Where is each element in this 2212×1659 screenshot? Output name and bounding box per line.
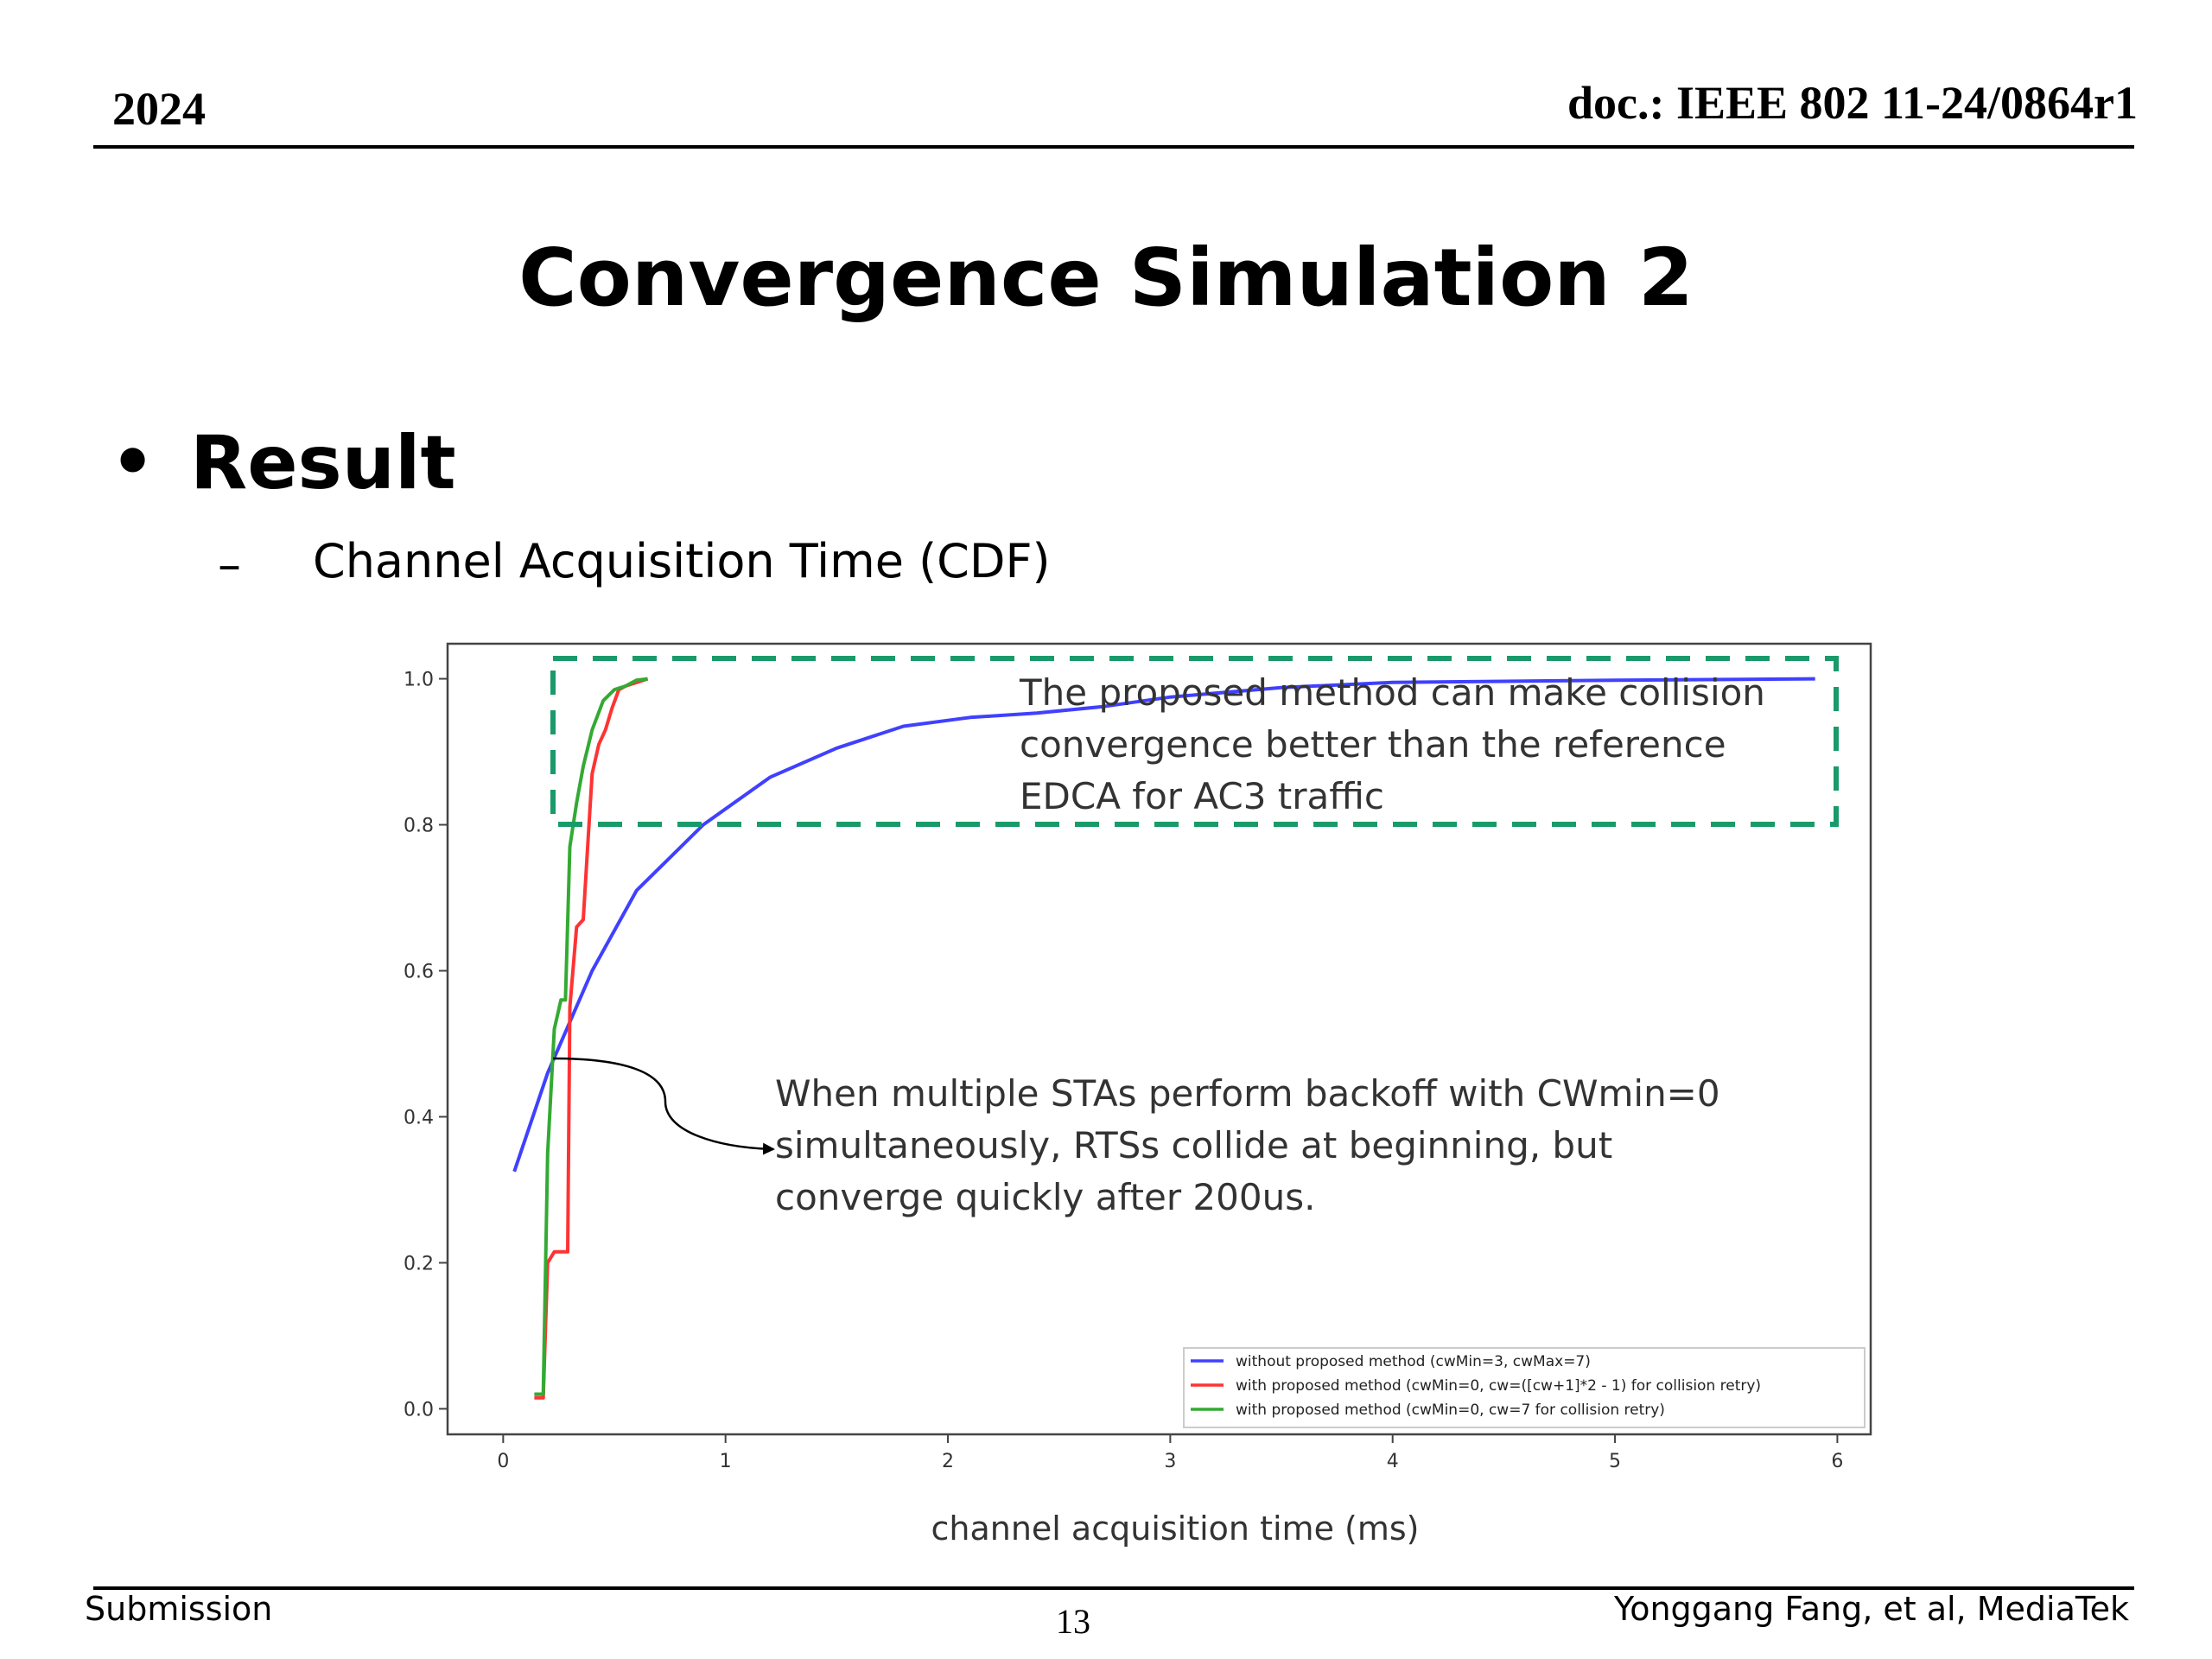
y-tick-label: 0.8	[404, 816, 434, 837]
legend-label-1: with proposed method (cwMin=0, cw=([cw+1…	[1236, 1377, 1761, 1395]
x-tick-label: 6	[1831, 1451, 1843, 1472]
x-tick-label: 2	[942, 1451, 954, 1472]
legend: without proposed method (cwMin=3, cwMax=…	[1183, 1347, 1866, 1428]
y-tick-label: 0.4	[404, 1107, 434, 1128]
annotation-arrow	[552, 1057, 775, 1155]
x-tick-label: 1	[720, 1451, 732, 1472]
legend-label-0: without proposed method (cwMin=3, cwMax=…	[1236, 1353, 1591, 1370]
page-number: 13	[1056, 1602, 1090, 1641]
x-tick-label: 3	[1164, 1451, 1176, 1472]
footer-submission: Submission	[85, 1590, 273, 1628]
footer-rule	[93, 1586, 2134, 1590]
bullet-dot: •	[111, 422, 156, 502]
sub-bullet-text: Channel Acquisition Time (CDF)	[313, 534, 1051, 588]
x-tick-label: 4	[1387, 1451, 1399, 1472]
annotation-1-line-1: The proposed method can make collision	[1019, 671, 1765, 714]
series-line-0	[512, 677, 1815, 1173]
annotation-1-line-3: EDCA for AC3 traffic	[1020, 775, 1384, 817]
annotation-1-line-2: convergence better than the reference	[1020, 723, 1726, 766]
annotation-2-line-3: converge quickly after 200us.	[775, 1176, 1315, 1218]
sub-bullet-dash: –	[218, 537, 241, 592]
legend-label-2: with proposed method (cwMin=0, cw=7 for …	[1236, 1402, 1665, 1419]
y-tick-label: 0.6	[404, 962, 434, 983]
x-axis-label: channel acquisition time (ms)	[931, 1510, 1419, 1548]
slide-title: Convergence Simulation 2	[518, 232, 1694, 324]
y-tick-label: 1.0	[404, 670, 434, 691]
header-rule	[93, 145, 2134, 149]
plot-frame	[446, 642, 1872, 1436]
series-lines	[512, 677, 1815, 1400]
axis-ticks: 0 1 2 3 4 5 6 0.0 0.2 0.4 0.6 0.8 1.0	[404, 670, 1843, 1472]
annotation-2-line-2: simultaneously, RTSs collide at beginnin…	[775, 1124, 1612, 1166]
x-tick-label: 5	[1609, 1451, 1621, 1472]
header-year: 2024	[112, 83, 206, 135]
x-tick-label: 0	[497, 1451, 509, 1472]
header-doc-id: doc.: IEEE 802 11-24/0864r1	[1567, 77, 2138, 129]
highlight-box	[550, 656, 1839, 827]
bullet-result: Result	[190, 420, 456, 506]
series-line-2	[534, 677, 648, 1396]
y-tick-label: 0.0	[404, 1399, 434, 1421]
footer-author: Yonggang Fang, et al, MediaTek	[1614, 1590, 2129, 1628]
annotation-2-line-1: When multiple STAs perform backoff with …	[775, 1072, 1720, 1115]
y-tick-label: 0.2	[404, 1253, 434, 1274]
